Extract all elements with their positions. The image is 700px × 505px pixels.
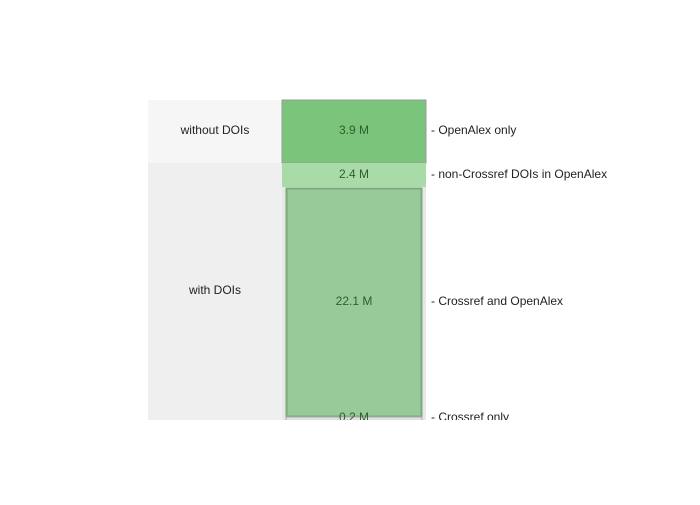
segment bbox=[285, 187, 423, 418]
value-label: 0.2 M bbox=[339, 410, 369, 424]
segment-label: - non-Crossref DOIs in OpenAlex bbox=[431, 167, 607, 181]
segment-label: - Crossref and OpenAlex bbox=[431, 294, 563, 308]
segment bbox=[282, 163, 426, 187]
group-label: without DOIs bbox=[180, 123, 250, 137]
group-label: with DOIs bbox=[188, 283, 241, 297]
group-bg bbox=[148, 100, 282, 163]
segment-label: - Crossref only bbox=[431, 410, 509, 424]
segment bbox=[285, 416, 423, 420]
value-label: 2.4 M bbox=[339, 167, 369, 181]
group-bg bbox=[148, 163, 282, 420]
value-label: 22.1 M bbox=[336, 294, 373, 308]
value-label: 3.9 M bbox=[339, 123, 369, 137]
segment-label: - OpenAlex only bbox=[431, 123, 516, 137]
diagram-body: without DOIs with DOIs 3.9 M 2.4 M 22.1 … bbox=[148, 99, 607, 424]
